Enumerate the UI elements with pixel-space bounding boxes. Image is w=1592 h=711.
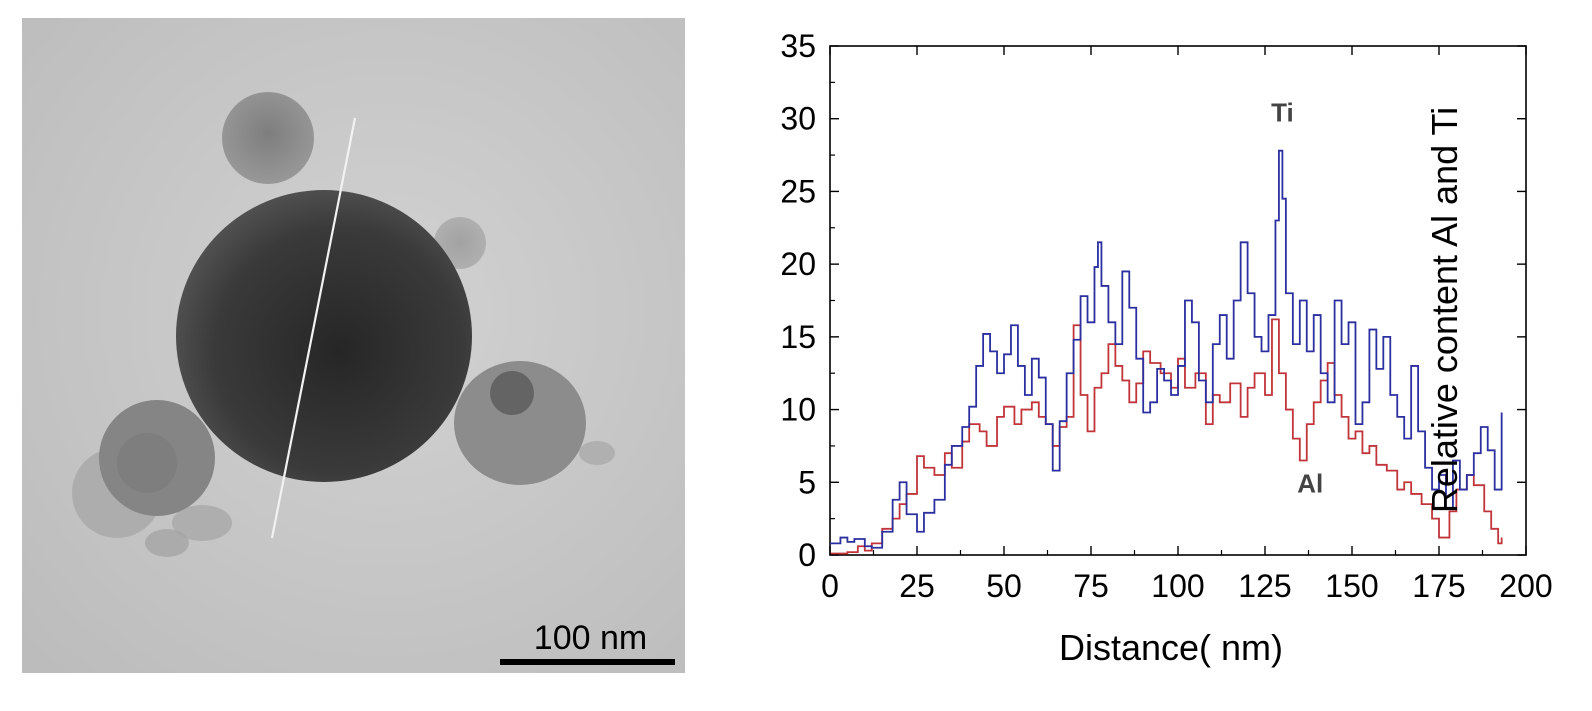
x-tick-label: 50 (986, 568, 1022, 604)
series-annotation-al: Al (1297, 468, 1323, 498)
micrograph-image (22, 18, 685, 673)
series-line-al (830, 318, 1503, 555)
x-tick-label: 175 (1412, 568, 1465, 604)
scale-bar (500, 659, 675, 665)
plot-frame (829, 45, 1527, 556)
scale-bar-label: 100 nm (533, 619, 648, 657)
x-tick-label: 100 (1151, 568, 1204, 604)
series-line-ti (830, 149, 1503, 549)
plot-border (829, 45, 1527, 556)
series-layer (830, 149, 1503, 555)
tem-micrograph (22, 18, 685, 673)
x-tick-label: 0 (821, 568, 839, 604)
ticks-layer: 0 25 50 75 100 125 150 175 200 0 5 10 15 20 25 30 35 (780, 28, 1552, 604)
small-particle-right (454, 361, 586, 485)
x-tick-label: 150 (1325, 568, 1378, 604)
x-tick-label: 25 (899, 568, 935, 604)
particle-fragment (579, 441, 615, 465)
y-tick-label: 35 (780, 28, 816, 64)
y-tick-label: 25 (780, 173, 816, 209)
y-tick-label: 10 (780, 392, 816, 428)
particle-fragment (172, 505, 232, 541)
small-particle-top (222, 92, 314, 184)
y-tick-label: 30 (780, 101, 816, 137)
particle-fragment (145, 529, 189, 557)
particle-shadow (117, 433, 177, 493)
series-annotation-ti: Ti (1271, 98, 1294, 128)
line-profile-chart: 0 25 50 75 100 125 150 175 200 0 5 10 15 20 25 30 35 Ti A… (700, 0, 1592, 706)
annotation-layer: Ti Al (1271, 98, 1323, 499)
x-tick-label: 75 (1073, 568, 1109, 604)
y-axis-label: Relative content Al and Ti (1424, 107, 1465, 513)
y-tick-label: 0 (798, 537, 816, 573)
y-tick-label: 20 (780, 246, 816, 282)
line-scan-path (270, 117, 357, 539)
particle-core (490, 371, 534, 415)
chart-canvas: 0 25 50 75 100 125 150 175 200 0 5 10 15 20 25 30 35 Ti A… (780, 28, 1552, 668)
y-tick-label: 5 (798, 464, 816, 500)
x-tick-label: 125 (1238, 568, 1291, 604)
y-tick-label: 15 (780, 319, 816, 355)
large-particle (176, 190, 472, 482)
x-tick-label: 200 (1499, 568, 1552, 604)
x-axis-label: Distance( nm) (1059, 627, 1283, 668)
